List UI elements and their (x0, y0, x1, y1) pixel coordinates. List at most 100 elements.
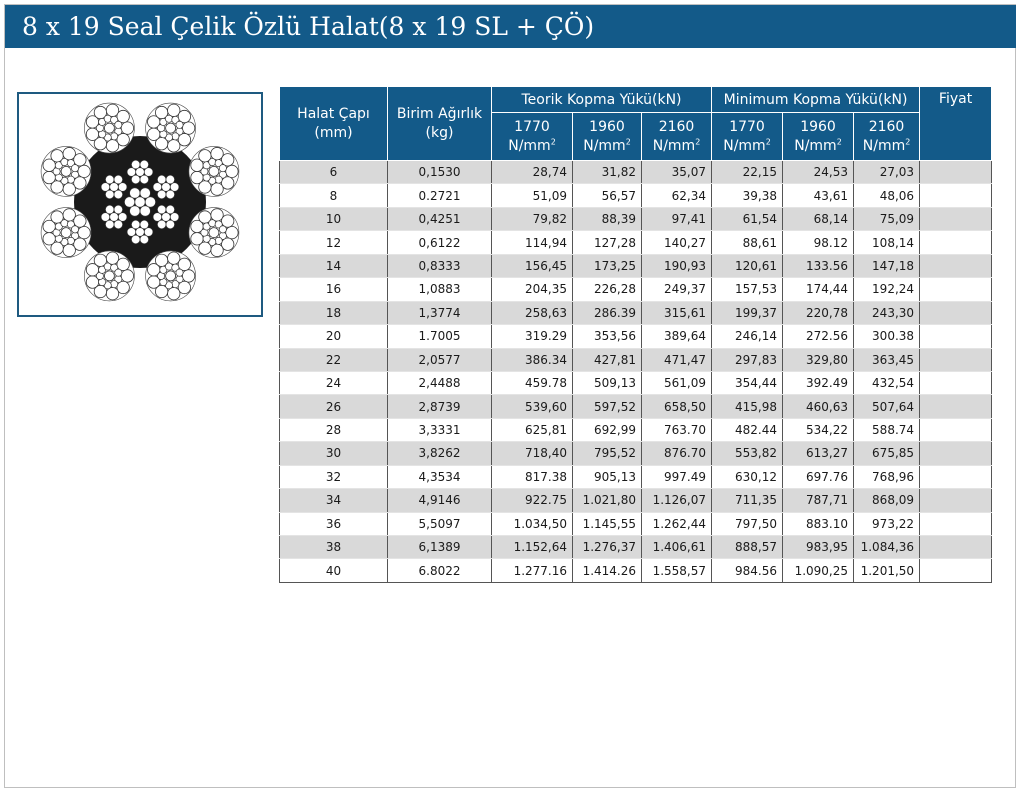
table-cell: 34 (279, 488, 388, 513)
table-cell: 39,38 (711, 183, 784, 208)
table-cell: 98.12 (782, 230, 855, 255)
table-cell: 3,3331 (387, 418, 492, 443)
table-cell: 173,25 (572, 254, 642, 279)
table-cell: 127,28 (572, 230, 642, 255)
table-cell: 190,93 (640, 254, 713, 279)
table-cell (919, 254, 993, 279)
header-diameter-line2: (mm) (314, 124, 353, 141)
table-row: 26 2,8739 539,60 597,52 658,50 415,98 460,63 50… (279, 394, 993, 419)
grade-unit-exponent: 2 (765, 136, 771, 146)
table-cell (919, 418, 993, 443)
rope-image-box (17, 92, 263, 317)
table-cell: 787,71 (782, 488, 855, 513)
header-grade-theoretical-1960: 1960 N/mm2 (572, 112, 642, 161)
table-cell: 133.56 (782, 254, 855, 279)
table-cell: 51,09 (491, 183, 573, 208)
table-cell (919, 207, 993, 232)
table-cell: 22 (279, 348, 388, 372)
table-cell: 35,07 (640, 160, 713, 185)
table-cell: 192,24 (853, 277, 921, 302)
table-cell: 4,3534 (387, 465, 492, 490)
table-cell: 319.29 (491, 324, 573, 349)
grade-value: 1770 (729, 118, 765, 135)
table-cell: 30 (279, 441, 388, 466)
table-cell: 258,63 (491, 301, 573, 326)
table-cell: 157,53 (711, 277, 784, 302)
table-row: 18 1,3774 258,63 286.39 315,61 199,37 220,78 24… (279, 301, 993, 326)
table-row: 8 0.2721 51,09 56,57 62,34 39,38 43,61 48,06 (279, 183, 993, 208)
table-cell: 6,1389 (387, 535, 492, 560)
table-cell: 297,83 (711, 348, 784, 372)
table-cell: 389,64 (640, 324, 713, 349)
table-cell: 984.56 (711, 558, 784, 583)
header-diameter: Halat Çapı (mm) (279, 86, 388, 161)
table-cell: 16 (279, 277, 388, 302)
table-row: 40 6.8022 1.277.16 1.414.26 1.558,57 984.56 1.… (279, 558, 993, 583)
table-cell: 354,44 (711, 371, 784, 396)
table-cell: 315,61 (640, 301, 713, 326)
table-cell: 905,13 (572, 465, 642, 490)
grade-value: 1960 (589, 118, 625, 135)
table-cell (919, 371, 993, 396)
table-cell: 1.276,37 (572, 535, 642, 560)
table-row: 6 0,1530 28,74 31,82 35,07 22,15 24,53 27,03 (279, 160, 993, 185)
table-cell: 692,99 (572, 418, 642, 443)
table-cell: 22,15 (711, 160, 784, 185)
table-cell: 509,13 (572, 371, 642, 396)
table-cell: 6.8022 (387, 558, 492, 583)
table-cell: 300.38 (853, 324, 921, 349)
table-row: 16 1,0883 204,35 226,28 249,37 157,53 174,44 19… (279, 277, 993, 302)
header-weight-line1: Birim Ağırlık (396, 105, 483, 122)
grade-value: 1770 (514, 118, 550, 135)
table-cell: 36 (279, 512, 388, 537)
table-cell: 114,94 (491, 230, 573, 255)
table-cell: 243,30 (853, 301, 921, 326)
grade-unit: N/mm (508, 137, 551, 154)
header-weight-line2: (kg) (425, 124, 454, 141)
grade-unit: N/mm (862, 137, 906, 154)
table-cell: 459.78 (491, 371, 573, 396)
table-cell: 26 (279, 394, 388, 419)
table-cell: 460,63 (782, 394, 855, 419)
table-cell: 199,37 (711, 301, 784, 326)
table-row: 30 3,8262 718,40 795,52 876.70 553,82 613,27 67… (279, 441, 993, 466)
header-grade-minimum-1960: 1960 N/mm2 (782, 112, 855, 161)
table-cell: 204,35 (491, 277, 573, 302)
grade-unit-exponent: 2 (905, 136, 911, 146)
table-row: 28 3,3331 625,81 692,99 763.70 482.44 534,22 58… (279, 418, 993, 443)
table-cell: 2,4488 (387, 371, 492, 396)
table-cell: 868,09 (853, 488, 921, 513)
table-cell (919, 160, 993, 185)
table-cell: 415,98 (711, 394, 784, 419)
grade-value: 2160 (868, 118, 905, 135)
table-cell: 1.145,55 (572, 512, 642, 537)
header-grade-theoretical-1770: 1770 N/mm2 (491, 112, 573, 161)
table-cell: 1.152,64 (491, 535, 573, 560)
table-cell: 24,53 (782, 160, 855, 185)
table-cell: 797,50 (711, 512, 784, 537)
header-weight: Birim Ağırlık (kg) (387, 86, 492, 161)
table-row: 20 1.7005 319.29 353,56 389,64 246,14 272.56 30… (279, 324, 993, 349)
wire-rope-cross-section-icon (40, 102, 240, 302)
table-cell: 718,40 (491, 441, 573, 466)
table-cell: 876.70 (640, 441, 713, 466)
table-row: 38 6,1389 1.152,64 1.276,37 1.406,61 888,57 98… (279, 535, 993, 560)
table-cell: 353,56 (572, 324, 642, 349)
table-cell: 18 (279, 301, 388, 326)
table-cell: 1.126,07 (640, 488, 713, 513)
table-cell: 88,61 (711, 230, 784, 255)
table-cell: 427,81 (572, 348, 642, 372)
table-row: 34 4,9146 922.75 1.021,80 1.126,07 711,35 787,… (279, 488, 993, 513)
table-cell (919, 394, 993, 419)
table-cell: 2,0577 (387, 348, 492, 372)
header-minimum-breaking-load: Minimum Kopma Yükü(kN) (711, 86, 921, 113)
grade-value: 2160 (658, 118, 695, 135)
table-cell: 272.56 (782, 324, 855, 349)
table-cell: 432,54 (853, 371, 921, 396)
table-cell: 675,85 (853, 441, 921, 466)
table-cell: 40 (279, 558, 388, 583)
table-cell: 1,3774 (387, 301, 492, 326)
table-cell: 553,82 (711, 441, 784, 466)
header-price: Fiyat (919, 86, 993, 161)
table-cell: 1.262,44 (640, 512, 713, 537)
